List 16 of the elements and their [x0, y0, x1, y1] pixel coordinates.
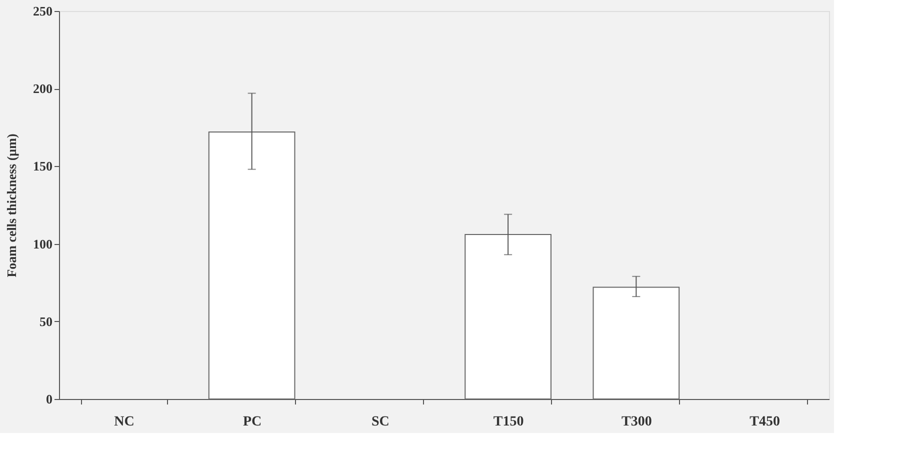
y-tick-label: 250	[33, 4, 52, 18]
bar	[592, 286, 680, 400]
x-tick-label: NC	[114, 414, 134, 430]
x-tick-label: SC	[371, 414, 390, 430]
y-tick-label: 100	[33, 236, 52, 252]
y-axis-title: Foam cells thickness (µm)	[4, 134, 19, 278]
y-tick-label: 200	[33, 81, 52, 96]
y-tick-label: 50	[40, 314, 52, 329]
bar	[464, 234, 552, 400]
bar	[208, 132, 296, 400]
y-tick-label: 0	[46, 392, 52, 406]
x-tick-label: PC	[242, 414, 262, 430]
x-tick-label: T450	[750, 414, 780, 430]
y-tick-label: 150	[33, 158, 52, 174]
x-tick-label: T150	[493, 414, 524, 430]
x-tick-label: T300	[622, 414, 652, 430]
